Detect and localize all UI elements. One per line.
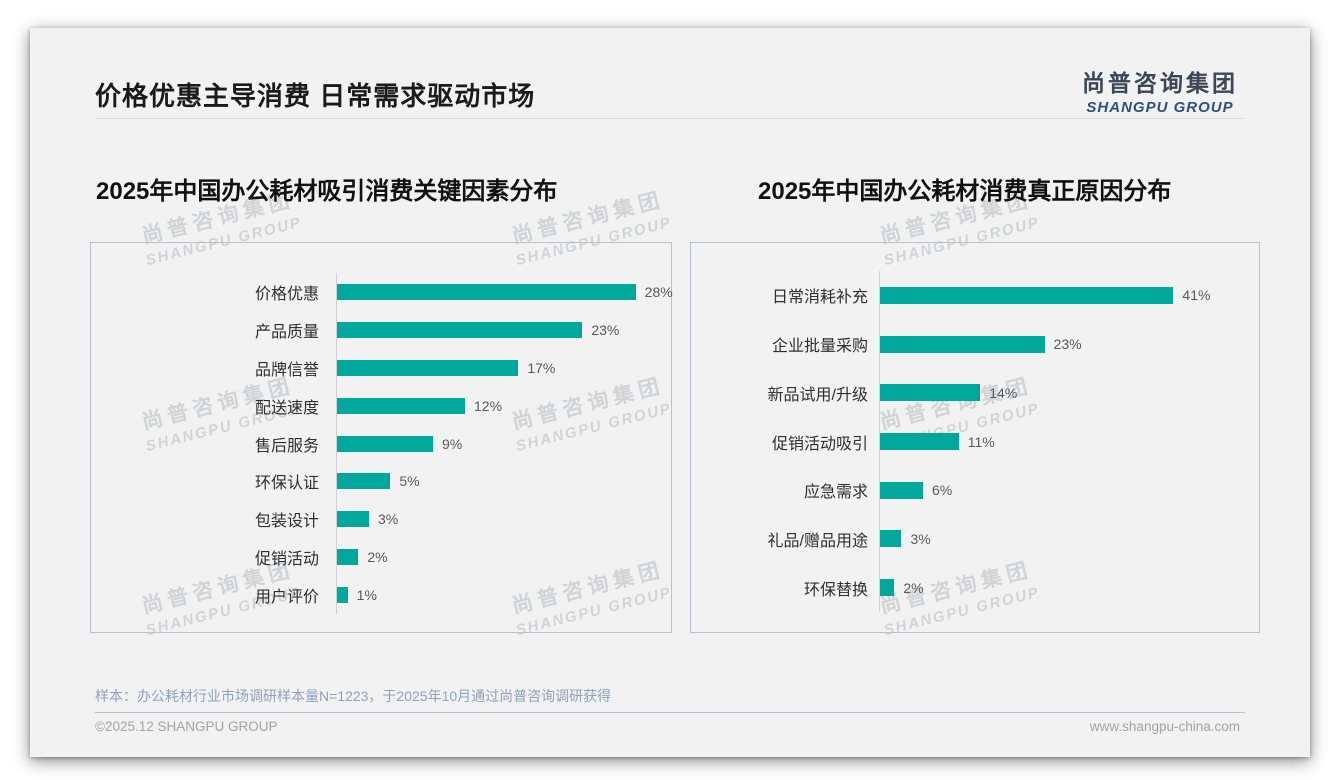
right-chart: 日常消耗补充 41% 企业批量采购 23% 新品试用/升级 14% 促销活动吸引 11% 应急需… bbox=[690, 242, 1260, 633]
value-label: 28% bbox=[644, 283, 673, 300]
category-label: 售后服务 bbox=[254, 437, 319, 455]
logo-english-text: SHANGPU GROUP bbox=[1086, 99, 1234, 116]
bar-track: 12% bbox=[336, 386, 657, 425]
bar-row: 用户评价 1% bbox=[91, 576, 657, 615]
bar-track: 6% bbox=[879, 465, 1245, 515]
bar-row: 日常消耗补充 41% bbox=[691, 271, 1245, 320]
bar-track: 3% bbox=[879, 514, 1245, 564]
value-label: 6% bbox=[931, 482, 953, 499]
copyright-text: ©2025.12 SHANGPU GROUP bbox=[95, 719, 278, 734]
bar-track: 2% bbox=[336, 538, 657, 577]
left-chart: 价格优惠 28% 产品质量 23% 品牌信誉 17% 配送速度 12% 售后服务 9% 环保认证 5%… bbox=[90, 242, 673, 633]
value-label: 17% bbox=[527, 359, 556, 376]
bar-track: 5% bbox=[336, 462, 657, 501]
value-label: 14% bbox=[989, 384, 1018, 401]
category-label: 包装设计 bbox=[254, 513, 319, 531]
value-label: 3% bbox=[378, 511, 399, 528]
bar-track: 14% bbox=[879, 368, 1245, 418]
value-label: 1% bbox=[356, 587, 377, 604]
category-label: 应急需求 bbox=[803, 484, 868, 502]
value-label: 5% bbox=[399, 473, 420, 490]
bar-row: 品牌信誉 17% bbox=[91, 348, 657, 387]
bar bbox=[880, 530, 902, 548]
category-label: 用户评价 bbox=[254, 589, 319, 607]
bar-track: 3% bbox=[336, 500, 657, 539]
company-logo: 尚普咨询集团 SHANGPU GROUP bbox=[1082, 64, 1238, 116]
category-label: 品牌信誉 bbox=[254, 361, 319, 379]
bar bbox=[337, 511, 369, 528]
bar-row: 价格优惠 28% bbox=[91, 273, 673, 311]
bar-rows: 日常消耗补充 41% 企业批量采购 23% 新品试用/升级 14% 促销活动吸引 11% 应急需… bbox=[691, 271, 1245, 613]
category-label: 配送速度 bbox=[254, 399, 319, 417]
bar-track: 23% bbox=[879, 319, 1245, 369]
bar bbox=[880, 335, 1045, 353]
value-label: 2% bbox=[367, 549, 388, 566]
bar-track: 9% bbox=[336, 424, 657, 463]
bar bbox=[337, 359, 519, 376]
category-label: 产品质量 bbox=[254, 323, 319, 341]
bar-row: 环保认证 5% bbox=[91, 462, 657, 501]
category-label: 促销活动 bbox=[254, 551, 319, 569]
bar-row: 售后服务 9% bbox=[91, 424, 657, 463]
category-label: 环保替换 bbox=[803, 581, 868, 599]
bar-row: 应急需求 6% bbox=[691, 465, 1245, 515]
value-label: 23% bbox=[591, 321, 620, 338]
bar bbox=[337, 397, 465, 414]
category-label: 企业批量采购 bbox=[771, 338, 868, 356]
bar-row: 新品试用/升级 14% bbox=[691, 368, 1245, 418]
footer-divider bbox=[95, 712, 1245, 713]
bar bbox=[337, 549, 359, 566]
sample-note: 样本：办公耗材行业市场调研样本量N=1223，于2025年10月通过尚普咨询调研… bbox=[95, 688, 612, 704]
value-label: 23% bbox=[1053, 336, 1082, 353]
value-label: 9% bbox=[442, 435, 463, 452]
value-label: 12% bbox=[474, 397, 503, 414]
bar-track: 41% bbox=[879, 271, 1245, 320]
left-chart-title: 2025年中国办公耗材吸引消费关键因素分布 bbox=[96, 178, 558, 205]
value-label: 3% bbox=[910, 530, 931, 547]
bar-row: 产品质量 23% bbox=[91, 310, 657, 349]
category-label: 促销活动吸引 bbox=[771, 435, 868, 453]
bar bbox=[337, 283, 636, 300]
bar-rows: 价格优惠 28% 产品质量 23% 品牌信誉 17% 配送速度 12% 售后服务 9% 环保认证 5%… bbox=[91, 273, 673, 615]
page-title: 价格优惠主导消费 日常需求驱动市场 bbox=[95, 81, 536, 111]
bar-row: 促销活动 2% bbox=[91, 538, 657, 577]
bar-track: 11% bbox=[879, 417, 1245, 466]
logo-chinese-text: 尚普咨询集团 bbox=[1082, 70, 1238, 96]
bar-track: 17% bbox=[336, 348, 657, 387]
category-label: 新品试用/升级 bbox=[767, 386, 868, 404]
bar bbox=[880, 579, 895, 597]
bar-track: 28% bbox=[336, 273, 673, 311]
bar-row: 促销活动吸引 11% bbox=[691, 417, 1245, 466]
bar bbox=[880, 286, 1174, 304]
right-chart-title: 2025年中国办公耗材消费真正原因分布 bbox=[758, 178, 1172, 205]
bar-row: 礼品/赠品用途 3% bbox=[691, 514, 1245, 564]
category-label: 价格优惠 bbox=[254, 285, 319, 303]
bar-row: 包装设计 3% bbox=[91, 500, 657, 539]
bar bbox=[880, 481, 923, 499]
bar-row: 配送速度 12% bbox=[91, 386, 657, 425]
value-label: 41% bbox=[1182, 287, 1211, 304]
slide: 尚普咨询集团 SHANGPU GROUP 尚普咨询集团 SHANGPU GROUP 尚普… bbox=[30, 28, 1310, 757]
bar-track: 23% bbox=[336, 310, 657, 349]
bar bbox=[337, 587, 348, 604]
bar-row: 企业批量采购 23% bbox=[691, 319, 1245, 369]
value-label: 2% bbox=[903, 579, 924, 596]
bar bbox=[880, 384, 981, 402]
value-label: 11% bbox=[967, 433, 995, 450]
bar bbox=[337, 435, 433, 452]
title-divider bbox=[95, 118, 1243, 119]
bar-track: 2% bbox=[879, 563, 1245, 613]
category-label: 环保认证 bbox=[254, 475, 319, 493]
bar-track: 1% bbox=[336, 576, 657, 615]
bar bbox=[880, 433, 959, 451]
website-text: www.shangpu-china.com bbox=[1089, 719, 1240, 734]
bar bbox=[337, 321, 583, 338]
category-label: 礼品/赠品用途 bbox=[767, 532, 868, 550]
category-label: 日常消耗补充 bbox=[771, 289, 868, 307]
bar bbox=[337, 473, 391, 490]
bar-row: 环保替换 2% bbox=[691, 563, 1245, 613]
